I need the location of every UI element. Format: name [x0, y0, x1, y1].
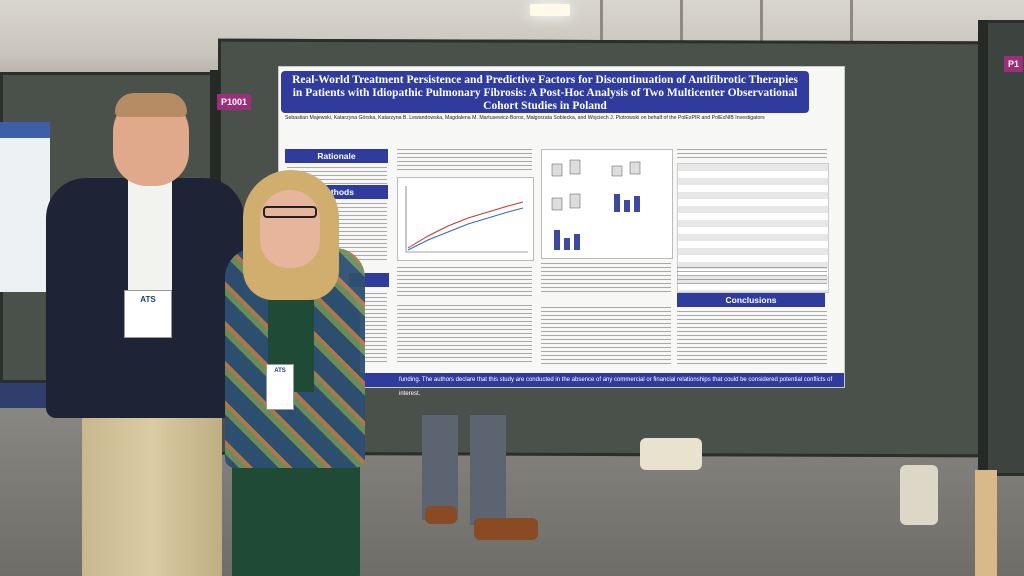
poster-footer: funding. The authors declare that this s… — [279, 373, 844, 397]
man-badge: ATS — [124, 290, 172, 338]
woman-badge: ATS — [266, 364, 294, 410]
text-block — [541, 307, 671, 367]
text-block — [677, 149, 827, 159]
bar-mark — [554, 230, 560, 250]
km-curve-1 — [407, 201, 524, 249]
boxplot-box — [629, 161, 641, 175]
brown-shoe — [474, 518, 538, 540]
boxplot-box — [551, 163, 563, 177]
text-block — [397, 149, 532, 173]
board-post — [978, 20, 988, 480]
boxplot-box — [569, 159, 581, 175]
research-poster: Real-World Treatment Persistence and Pre… — [278, 66, 845, 397]
background-trousers — [640, 438, 702, 470]
man-hair — [115, 93, 187, 117]
text-block — [397, 267, 532, 297]
km-chart-svg — [405, 186, 528, 253]
background-person-legs — [470, 415, 506, 525]
ceiling-light — [530, 4, 570, 16]
bar-mark — [614, 194, 620, 212]
km-curve-2 — [407, 207, 524, 251]
text-block — [541, 263, 671, 293]
ceiling-beam — [760, 0, 763, 45]
boxplot-box — [611, 165, 623, 177]
km-chart — [397, 177, 534, 261]
man-badge-logo: ATS — [140, 295, 156, 304]
woman-badge-logo: ATS — [274, 368, 286, 374]
ceiling-beam — [680, 0, 683, 45]
boxplot-svg — [551, 159, 641, 250]
poster-board-right — [985, 20, 1024, 476]
poster-authors: Sebastian Majewski, Katarzyna Górska, Ka… — [285, 115, 765, 121]
woman-face — [260, 190, 320, 268]
text-block — [677, 267, 827, 287]
bar-mark — [574, 234, 580, 250]
background-person-legs — [900, 465, 938, 525]
stand-pole — [975, 470, 997, 576]
poster-title-band: Real-World Treatment Persistence and Pre… — [281, 71, 809, 113]
section-rationale: Rationale — [285, 149, 388, 163]
brown-shoe — [425, 506, 457, 524]
boxplot-box — [551, 197, 563, 211]
section-conclusions: Conclusions — [677, 293, 825, 307]
ceiling-beam — [600, 0, 603, 45]
poster-footer-text: funding. The authors declare that this s… — [399, 377, 833, 397]
poster-number-tag-right: P1 — [1004, 56, 1024, 72]
text-block — [677, 311, 827, 367]
left-poster — [0, 122, 50, 292]
poster-title: Real-World Treatment Persistence and Pre… — [292, 74, 798, 112]
bar-mark — [634, 196, 640, 212]
boxplot-box — [569, 193, 581, 209]
text-block — [397, 305, 532, 365]
ceiling-beam — [850, 0, 853, 45]
bar-mark — [564, 238, 570, 250]
woman-glasses — [263, 206, 317, 218]
poster-number-tag: P1001 — [217, 94, 252, 110]
bar-mark — [624, 200, 630, 212]
background-person-legs — [422, 415, 458, 520]
boxplot-panel — [541, 149, 673, 259]
man-trousers — [82, 400, 222, 576]
